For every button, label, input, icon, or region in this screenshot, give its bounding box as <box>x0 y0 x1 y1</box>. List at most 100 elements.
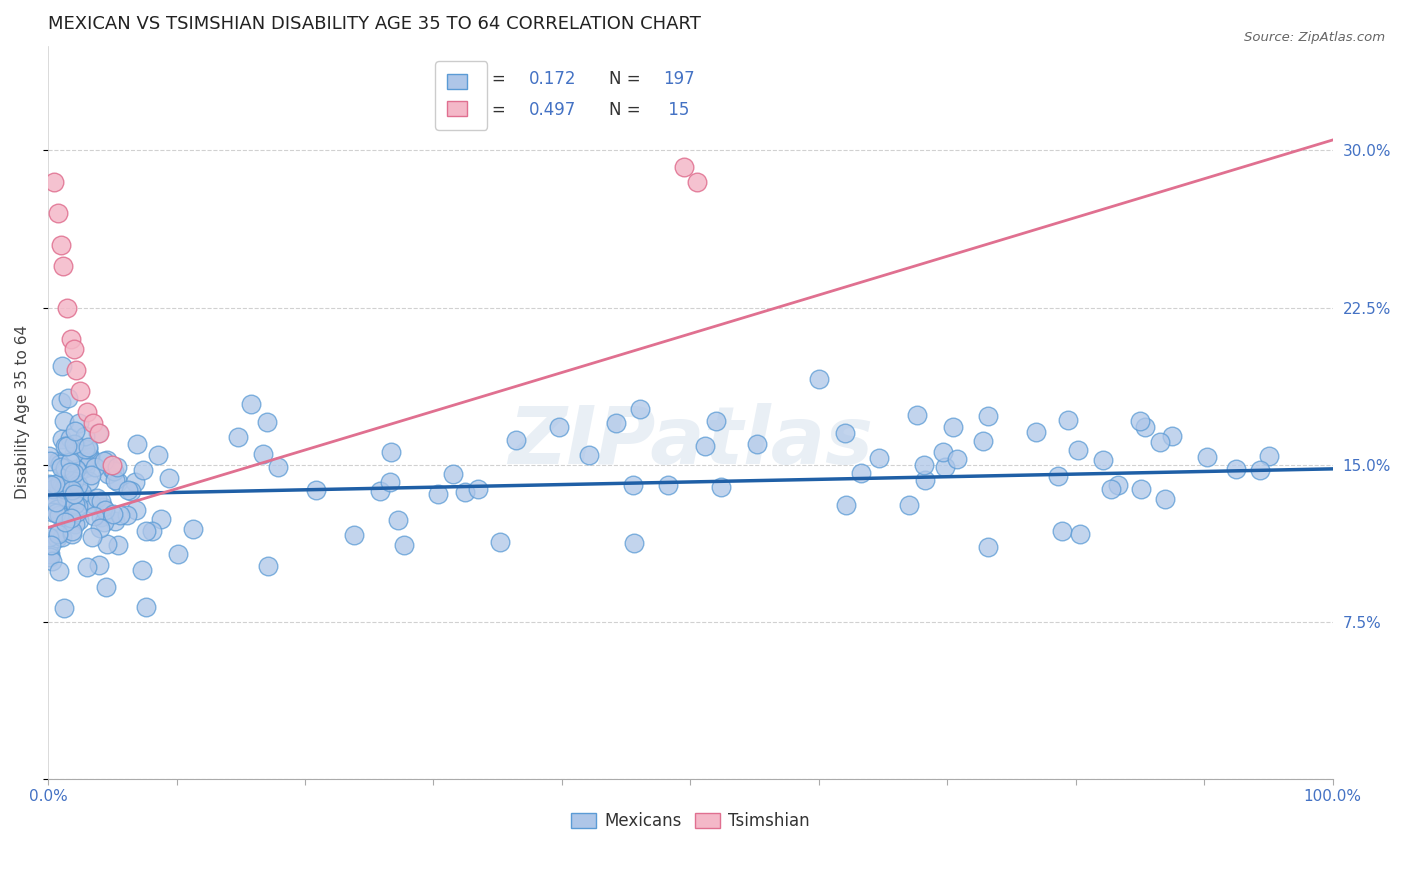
Point <box>70 486 93 500</box>
Point <box>59 465 82 479</box>
Point <box>59 455 82 469</box>
Point <box>79 475 101 489</box>
Point <box>305 483 328 497</box>
Point <box>977 540 1000 554</box>
Point <box>69 384 91 399</box>
Point <box>55 489 77 503</box>
Point <box>75 461 97 475</box>
Point <box>56 475 79 490</box>
Point <box>51 530 73 544</box>
Point <box>972 434 994 448</box>
Point <box>60 332 83 346</box>
Point <box>60 511 83 525</box>
Point <box>709 481 731 495</box>
Point <box>934 459 956 474</box>
Point <box>77 492 100 507</box>
Point <box>905 408 928 422</box>
Point <box>38 477 60 491</box>
Point <box>46 502 69 516</box>
Point <box>898 499 921 513</box>
Point <box>46 453 69 467</box>
Point <box>101 508 124 522</box>
Point <box>63 466 86 480</box>
Point <box>93 516 115 530</box>
Text: Source: ZipAtlas.com: Source: ZipAtlas.com <box>1244 31 1385 45</box>
Point <box>84 459 107 474</box>
Point <box>76 560 98 574</box>
Text: 197: 197 <box>664 70 695 88</box>
Point <box>66 505 89 519</box>
Point <box>1130 482 1153 496</box>
Point <box>87 558 110 573</box>
Point <box>48 508 70 523</box>
Point <box>93 454 115 468</box>
Point <box>977 409 1000 423</box>
Point <box>704 414 727 428</box>
Text: 15: 15 <box>664 101 690 120</box>
Point <box>1249 463 1271 477</box>
Point <box>90 494 112 508</box>
Point <box>49 475 72 489</box>
Point <box>66 500 89 514</box>
Point <box>868 451 890 466</box>
Point <box>807 372 830 386</box>
Point <box>103 464 125 478</box>
Point <box>51 395 73 409</box>
Point <box>101 458 124 472</box>
Point <box>745 436 768 450</box>
Point <box>65 363 87 377</box>
Point <box>60 483 83 498</box>
Text: N =: N = <box>609 101 647 120</box>
Point <box>41 554 63 568</box>
Point <box>942 420 965 434</box>
Point <box>49 237 72 252</box>
Point <box>1047 468 1070 483</box>
Point <box>56 301 79 315</box>
Point <box>426 487 449 501</box>
Point <box>41 478 63 492</box>
Point <box>38 530 60 544</box>
Point <box>44 175 66 189</box>
Point <box>65 497 87 511</box>
Point <box>623 536 645 550</box>
Point <box>183 523 205 537</box>
Point <box>117 483 139 497</box>
Point <box>686 175 709 189</box>
Point <box>55 467 77 481</box>
Point <box>62 343 84 357</box>
Point <box>343 528 366 542</box>
Point <box>1057 413 1080 427</box>
Point <box>1161 429 1184 443</box>
Point <box>82 416 104 430</box>
Point <box>67 491 90 506</box>
Point <box>1197 450 1219 464</box>
Point <box>44 476 66 491</box>
Point <box>41 506 63 520</box>
Point <box>441 467 464 482</box>
Point <box>53 440 76 454</box>
Point <box>97 467 120 482</box>
Point <box>945 451 967 466</box>
Legend: Mexicans, Tsimshian: Mexicans, Tsimshian <box>564 805 817 837</box>
Point <box>1025 425 1047 439</box>
Point <box>149 512 172 526</box>
Point <box>66 478 89 492</box>
Point <box>89 521 111 535</box>
Point <box>62 446 84 460</box>
Text: 0.497: 0.497 <box>529 101 576 120</box>
Text: N =: N = <box>609 70 647 88</box>
Point <box>387 513 409 527</box>
Point <box>39 549 62 564</box>
Point <box>51 359 73 373</box>
Point <box>63 437 86 451</box>
Point <box>107 475 129 489</box>
Point <box>368 484 391 499</box>
Point <box>51 432 73 446</box>
Point <box>267 459 290 474</box>
Point <box>67 464 90 478</box>
Point <box>53 515 76 529</box>
Text: ZIPatlas: ZIPatlas <box>508 402 873 481</box>
Point <box>252 446 274 460</box>
Point <box>167 547 190 561</box>
Point <box>914 473 936 487</box>
